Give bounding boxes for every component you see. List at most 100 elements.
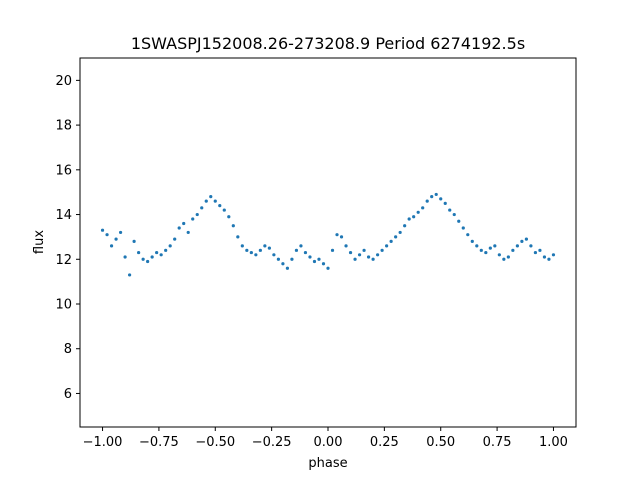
data-point [416, 210, 420, 214]
data-point [407, 217, 411, 221]
data-point [479, 248, 483, 252]
y-tick-label: 10 [55, 298, 72, 313]
x-axis: −1.00 −0.75 −0.50 −0.25 0.00 0.25 0.50 0.75 1.00 [83, 427, 568, 450]
data-point [366, 255, 371, 259]
data-point [376, 253, 380, 257]
data-point [502, 257, 506, 261]
data-point [168, 244, 172, 248]
data-points [100, 192, 556, 277]
data-point [159, 253, 163, 257]
data-point [272, 253, 276, 257]
data-point [195, 212, 199, 217]
data-point [254, 253, 258, 257]
y-axis-label: flux [32, 230, 47, 254]
y-tick-label: 8 [64, 342, 72, 357]
data-point [245, 248, 249, 252]
data-point [488, 246, 492, 250]
data-point [335, 233, 339, 237]
data-point [105, 233, 109, 237]
data-point [493, 244, 497, 248]
data-point [506, 255, 510, 259]
data-point [326, 266, 330, 270]
data-point [533, 250, 538, 255]
data-point [299, 244, 303, 248]
data-point [470, 239, 474, 243]
data-point [475, 244, 479, 248]
data-point [353, 257, 357, 261]
data-point [213, 199, 217, 203]
data-point [258, 248, 262, 252]
x-axis-label: phase [308, 456, 347, 471]
data-point [515, 244, 519, 248]
data-point [312, 259, 317, 264]
chart-title: 1SWASPJ152008.26-273208.9 Period 6274192… [131, 34, 525, 53]
data-point [303, 250, 308, 255]
data-point [191, 217, 195, 221]
data-point [308, 255, 312, 259]
y-tick-label: 20 [55, 74, 72, 89]
data-point [236, 235, 240, 239]
y-tick-label: 16 [55, 163, 72, 178]
data-point [425, 199, 429, 203]
data-point [434, 192, 438, 197]
data-point [461, 226, 465, 230]
data-point [267, 246, 271, 250]
data-point [249, 250, 253, 255]
data-point [294, 248, 299, 252]
data-point [430, 195, 434, 199]
data-point [218, 204, 222, 208]
data-point [457, 219, 461, 223]
data-point [128, 273, 132, 277]
data-point [542, 255, 547, 259]
data-point [551, 253, 556, 257]
data-point [155, 250, 159, 255]
data-point [109, 244, 114, 248]
data-point [339, 235, 344, 239]
data-point [421, 206, 425, 210]
data-point [150, 255, 154, 259]
data-point [100, 228, 105, 232]
data-point [200, 206, 204, 210]
data-point [317, 257, 321, 261]
data-point [511, 248, 515, 252]
data-point [114, 237, 118, 241]
data-point [344, 244, 348, 248]
data-point [231, 224, 235, 228]
data-point [321, 262, 326, 266]
data-point [466, 233, 470, 237]
data-point [389, 239, 393, 243]
data-point [348, 250, 353, 255]
data-point [484, 250, 488, 255]
data-point [385, 244, 389, 248]
data-point [186, 230, 190, 235]
data-point [547, 257, 551, 261]
y-axis: 6 8 10 12 14 16 18 20 [55, 74, 80, 402]
x-tick-label: 0.00 [314, 435, 343, 450]
data-point [497, 253, 501, 257]
data-point [281, 262, 285, 266]
data-point [412, 215, 416, 219]
data-point [290, 257, 294, 261]
data-point [330, 248, 335, 252]
data-point [182, 221, 186, 226]
data-point [357, 253, 362, 257]
data-point [443, 201, 447, 205]
data-point [146, 259, 150, 264]
data-point [132, 239, 136, 243]
data-point [398, 230, 402, 235]
x-tick-label: −0.50 [195, 435, 235, 450]
data-point [263, 244, 267, 248]
data-point [403, 224, 407, 228]
data-point [177, 226, 181, 230]
data-point [164, 248, 168, 252]
x-tick-label: 0.75 [483, 435, 512, 450]
x-tick-label: −0.25 [252, 435, 292, 450]
y-tick-label: 12 [55, 253, 72, 268]
x-tick-label: −0.75 [139, 435, 179, 450]
data-point [380, 248, 384, 252]
data-point [173, 237, 177, 241]
y-tick-label: 14 [55, 208, 72, 223]
data-point [529, 244, 533, 248]
